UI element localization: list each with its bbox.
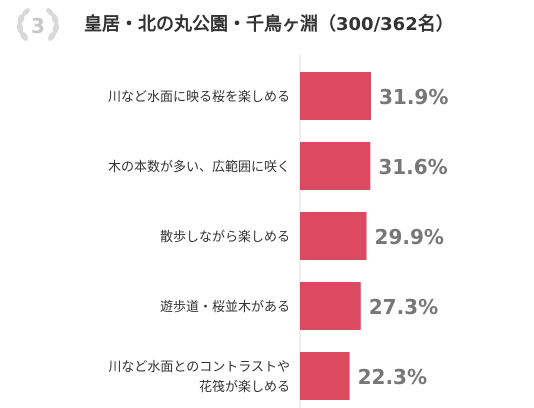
bar-chart: 31.9% 川など水面に映る桜を楽しめる 31.6% 木の本数が多い、広範囲に咲く 29… xyxy=(0,52,534,408)
category-label-1: 川など水面に映る桜を楽しめる xyxy=(108,89,290,105)
bar-3 xyxy=(300,212,367,260)
rank-number: 3 xyxy=(31,14,45,38)
category-label-2: 木の本数が多い、広範囲に咲く xyxy=(108,159,290,175)
bar-chart-svg: 31.9% 川など水面に映る桜を楽しめる 31.6% 木の本数が多い、広範囲に咲く 29… xyxy=(108,54,448,408)
bar-4 xyxy=(300,282,361,330)
bar-5 xyxy=(300,352,350,400)
category-label-5-line-2: 花筏が楽しめる xyxy=(199,379,290,395)
rank-badge: 3 xyxy=(10,6,66,46)
category-label-4: 遊歩道・桜並木がある xyxy=(160,300,290,315)
chart-header: 3 皇居・北の丸公園・千鳥ヶ淵（300/362名） xyxy=(0,0,534,52)
bar-1 xyxy=(300,72,371,120)
category-label-3: 散歩しながら楽しめる xyxy=(160,229,290,245)
value-label-5: 22.3% xyxy=(358,365,427,389)
laurel-wreath-icon xyxy=(16,8,60,41)
category-label-5-line-1: 川など水面とのコントラストや xyxy=(108,360,290,375)
value-label-4: 27.3% xyxy=(369,295,438,319)
value-label-2: 31.6% xyxy=(378,155,447,179)
value-label-1: 31.9% xyxy=(379,85,448,109)
chart-title: 皇居・北の丸公園・千鳥ヶ淵（300/362名） xyxy=(84,14,454,35)
bar-2 xyxy=(300,142,371,190)
value-label-3: 29.9% xyxy=(375,225,444,249)
